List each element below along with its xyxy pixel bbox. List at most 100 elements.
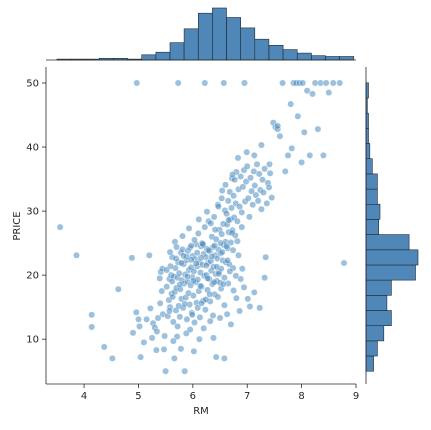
scatter-point: [274, 122, 282, 130]
scatter-point: [218, 194, 226, 202]
scatter-point: [218, 230, 226, 238]
top-histogram-bar: [254, 38, 270, 61]
scatter-point: [133, 79, 141, 87]
x-tick-label: 4: [81, 391, 87, 402]
scatter-point: [299, 79, 307, 87]
scatter-point: [227, 320, 235, 328]
top-histogram-bar: [311, 55, 326, 61]
top-histogram-bar: [282, 49, 298, 61]
scatter-point: [205, 246, 213, 254]
scatter-point: [229, 246, 237, 254]
scatter-point: [161, 332, 169, 340]
scatter-point: [56, 223, 64, 231]
right-marginal-histogram: [365, 82, 419, 372]
scatter-point: [135, 315, 142, 323]
scatter-point: [136, 322, 143, 330]
scatter-point: [181, 367, 189, 375]
scatter-point: [199, 240, 207, 248]
scatter-point: [145, 251, 153, 259]
right-histogram-bar: [365, 158, 373, 175]
scatter-point: [168, 278, 176, 285]
scatter-point: [163, 283, 171, 291]
scatter-point: [288, 144, 296, 152]
y-axis-label: PRICE: [12, 211, 23, 240]
scatter-point: [265, 183, 273, 191]
scatter-point: [249, 201, 257, 209]
scatter-point: [177, 259, 185, 267]
scatter-point: [281, 167, 289, 175]
scatter-point: [242, 178, 250, 186]
top-histogram-bar: [212, 7, 227, 61]
scatter-point: [201, 306, 209, 314]
scatter-point: [251, 182, 259, 189]
scatter-point: [191, 319, 198, 326]
scatter-point: [163, 266, 171, 274]
scatter-point: [255, 170, 263, 178]
scatter-point: [169, 318, 177, 326]
x-tick-label: 7: [244, 391, 250, 402]
scatter-point: [303, 87, 311, 95]
right-histogram-bar: [365, 249, 419, 266]
scatter-point: [188, 311, 196, 319]
scatter-point: [174, 322, 182, 330]
x-axis-ticks: 4 5 6 7 8 9: [81, 384, 359, 402]
y-tick-label: 20: [26, 271, 39, 282]
top-histogram-bar: [240, 27, 256, 61]
x-tick-label: 9: [353, 391, 359, 402]
scatter-point: [266, 160, 273, 168]
scatter-point: [261, 165, 268, 173]
scatter-point: [309, 90, 316, 98]
scatter-point: [220, 354, 228, 362]
top-histogram-bar: [169, 42, 185, 61]
scatter-point: [213, 263, 221, 271]
scatter-point: [215, 270, 223, 278]
scatter-point: [218, 248, 226, 256]
scatter-point: [185, 224, 193, 232]
scatter-point: [212, 353, 220, 361]
scatter-point: [183, 272, 191, 280]
scatter-point: [259, 176, 266, 184]
scatter-point: [208, 253, 216, 261]
scatter-point: [322, 79, 330, 87]
scatter-point: [172, 255, 180, 262]
right-histogram-bar: [365, 173, 378, 190]
scatter-point: [211, 226, 219, 234]
scatter-point: [166, 307, 173, 315]
scatter-point: [203, 208, 211, 216]
scatter-point: [197, 282, 204, 290]
top-histogram-bar: [183, 28, 199, 61]
scatter-point: [196, 313, 204, 321]
scatter-point: [197, 254, 205, 262]
scatter-point: [233, 237, 241, 245]
scatter-point: [211, 242, 219, 250]
right-histogram-bar: [365, 279, 392, 296]
scatter-point: [238, 265, 246, 273]
scatter-point: [252, 191, 260, 199]
scatter-point: [276, 132, 284, 140]
scatter-point: [238, 223, 246, 231]
scatter-point: [298, 158, 305, 166]
scatter-point: [237, 173, 245, 180]
scatter-point: [201, 79, 209, 87]
scatter-point: [158, 287, 166, 295]
scatter-point: [235, 251, 242, 259]
scatter-point: [220, 301, 228, 309]
scatter-point: [228, 229, 236, 237]
scatter-point: [206, 317, 214, 325]
scatter-point: [223, 242, 231, 250]
scatter-point: [88, 323, 96, 331]
scatter-point: [202, 296, 210, 303]
scatter-point: [214, 203, 222, 211]
top-histogram-bar: [296, 52, 312, 61]
scatter-point: [230, 287, 238, 294]
scatter-point: [173, 243, 180, 251]
right-histogram-bar: [365, 340, 378, 357]
scatter-point: [223, 210, 231, 218]
top-histogram-bar: [325, 56, 340, 61]
top-histogram-bar: [198, 12, 213, 61]
scatter-point: [236, 203, 244, 211]
right-histogram-bar: [365, 355, 374, 372]
scatter-point: [244, 295, 252, 303]
scatter-point: [232, 272, 240, 280]
scatter-point: [183, 315, 191, 323]
